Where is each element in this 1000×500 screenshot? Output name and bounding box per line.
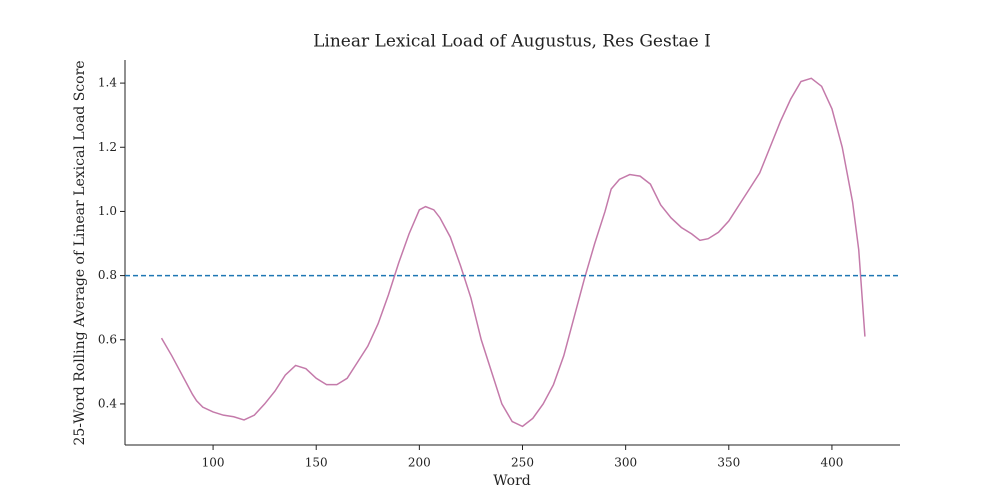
x-tick-label: 400 <box>820 456 843 470</box>
y-tick-label: 1.2 <box>98 140 117 154</box>
x-tick-label: 150 <box>305 456 328 470</box>
y-axis-label: 25-Word Rolling Average of Linear Lexica… <box>72 60 88 445</box>
y-tick-label: 1.4 <box>98 76 117 90</box>
y-tick-label: 0.6 <box>98 332 117 346</box>
x-tick-label: 200 <box>408 456 431 470</box>
x-axis-label: Word <box>493 473 531 489</box>
x-tick-label: 250 <box>511 456 534 470</box>
y-tick-label: 0.4 <box>98 396 117 410</box>
x-tick-label: 350 <box>717 456 740 470</box>
y-tick-label: 1.0 <box>98 204 117 218</box>
x-tick-label: 100 <box>202 456 225 470</box>
data-line <box>160 77 866 428</box>
y-tick-label: 0.8 <box>98 268 117 282</box>
chart-title: Linear Lexical Load of Augustus, Res Ges… <box>313 32 711 52</box>
x-tick-label: 300 <box>614 456 637 470</box>
